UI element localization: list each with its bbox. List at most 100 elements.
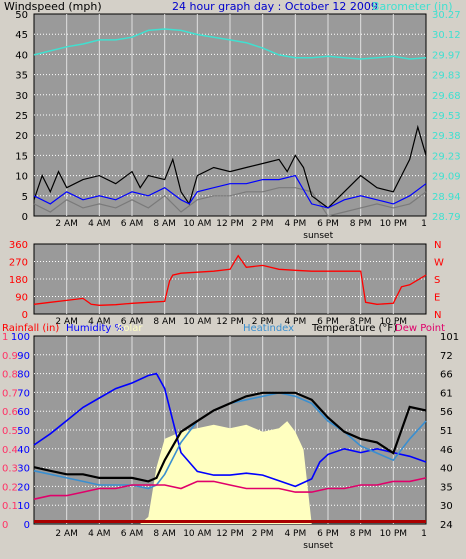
temperature-tick-label: 46 [440,445,453,456]
sunset-label: sunset [303,231,333,241]
temp-x-tick-label: 10 PM [380,529,408,539]
windspeed-tick-label: 0 [22,212,28,223]
temp-x-tick-label: 2 AM [55,529,78,539]
direction-x-tick-label: 4 AM [88,317,111,327]
barometer-tick-label: 29.38 [432,131,461,142]
sunset-label: sunset [303,541,333,551]
temp-x-tick-label: 8 PM [350,529,372,539]
direction-compass-tick-label: N [434,310,441,321]
windspeed-tick-label: 5 [22,192,28,203]
temp-x-tick-label: 10 AM [183,529,211,539]
wind-axis-title: Windspeed (mph) [4,0,102,13]
rainfall-tick-label: 0.8 [2,370,18,381]
windspeed-tick-label: 45 [15,30,28,41]
temperature-tick-label: 35 [440,482,453,493]
barometer-tick-label: 29.53 [432,111,461,122]
temperature-tick-label: 40 [440,464,453,475]
rainfall-tick-label: 0 [2,520,8,531]
direction-x-tick-label: 10 AM [183,317,211,327]
humidity-tick-label: 70 [17,388,30,399]
wind-x-tick-label: 4 AM [88,219,111,229]
humidity-tick-label: 30 [17,464,30,475]
humidity-tick-label: 10 [17,501,30,512]
temp-x-tick-label: 4 AM [88,529,111,539]
temperature-tick-label: 56 [440,407,453,418]
direction-compass-tick-label: E [434,293,440,304]
rainfall-tick-label: 0.1 [2,501,18,512]
temperature-tick-label: 72 [440,351,453,362]
rainfall-tick-label: 1 [2,332,8,343]
direction-compass-tick-label: N [434,240,441,251]
windspeed-line [33,187,427,217]
barometer-tick-label: 29.68 [432,91,461,102]
direction-degrees-tick-label: 0 [22,310,28,321]
direction-x-tick-label: 8 PM [350,317,372,327]
wind-x-tick-label: 10 AM [183,219,211,229]
humidity-tick-label: 90 [17,351,30,362]
windspeed-line [33,124,427,209]
direction-degrees-tick-label: 360 [9,240,28,251]
direction-x-tick-label: 2 PM [252,317,274,327]
barometer-tick-label: 30.27 [432,10,461,21]
temp-x-tick-label: 6 PM [317,529,339,539]
wind-direction-line [33,254,427,306]
solar-area [34,421,426,524]
windspeed-tick-label: 40 [15,50,28,61]
barometer-axis-title: Barometer (in) [372,0,453,13]
barometer-tick-label: 29.09 [432,172,461,183]
legend-entry: Solar [117,323,143,334]
temperature-tick-label: 61 [440,388,453,399]
temperature-tick-label: 66 [440,370,453,381]
temp-x-tick-label: 6 AM [121,529,144,539]
humidity-tick-label: 20 [17,482,30,493]
legend-entry: Temperature (°F) [311,323,397,334]
barometer-tick-label: 29.83 [432,71,461,82]
direction-x-tick-label: 6 PM [317,317,339,327]
legend-entry: Rainfall (in) [2,323,59,334]
windspeed-tick-label: 20 [15,131,28,142]
direction-x-tick-label: 12 PM [216,317,244,327]
barometer-tick-label: 30.12 [432,30,461,41]
rainfall-tick-label: 0.2 [2,482,18,493]
barometer-tick-label: 28.79 [432,212,461,223]
rainfall-tick-label: 0.9 [2,351,18,362]
wind-x-tick-label: 4 PM [284,219,306,229]
direction-compass-tick-label: W [434,258,444,269]
windspeed-tick-label: 35 [15,71,28,82]
temp-x-tick-label: 8 AM [153,529,176,539]
wind-x-tick-label: 8 PM [350,219,372,229]
humidity-tick-label: 100 [11,332,30,343]
humidity-tick-label: 50 [17,426,30,437]
windspeed-tick-label: 50 [15,10,28,21]
x-end-label: 1 [421,219,427,229]
rainfall-tick-label: 0.4 [2,445,18,456]
windspeed-tick-label: 15 [15,151,28,162]
direction-x-tick-label: 6 AM [121,317,144,327]
wind-x-tick-label: 2 AM [55,219,78,229]
humidity-tick-label: 40 [17,445,30,456]
direction-degrees-tick-label: 270 [9,258,28,269]
rainfall-tick-label: 0.3 [2,464,18,475]
wind-x-tick-label: 6 AM [121,219,144,229]
direction-x-tick-label: 8 AM [153,317,176,327]
humidity-line [33,372,427,488]
x-end-label: 1 [421,529,427,539]
rainfall-bar [34,520,426,523]
wind-x-tick-label: 6 PM [317,219,339,229]
temperature-tick-label: 30 [440,501,453,512]
temperature-line [33,391,427,483]
barometer-line [33,28,427,60]
temp-x-tick-label: 2 PM [252,529,274,539]
rainfall-tick-label: 0.5 [2,426,18,437]
temperature-tick-label: 24 [440,520,453,531]
windspeed-tick-label: 30 [15,91,28,102]
temp-x-tick-label: 12 PM [216,529,244,539]
temperature-tick-label: 51 [440,426,453,437]
barometer-tick-label: 28.94 [432,192,461,203]
legend-entry: Heatindex [243,323,294,334]
chart-title: 24 hour graph day : October 12 2009 [172,0,378,13]
direction-x-tick-label: 2 AM [55,317,78,327]
windspeed-tick-label: 25 [15,111,28,122]
wind-x-tick-label: 8 AM [153,219,176,229]
wind-x-tick-label: 12 PM [216,219,244,229]
